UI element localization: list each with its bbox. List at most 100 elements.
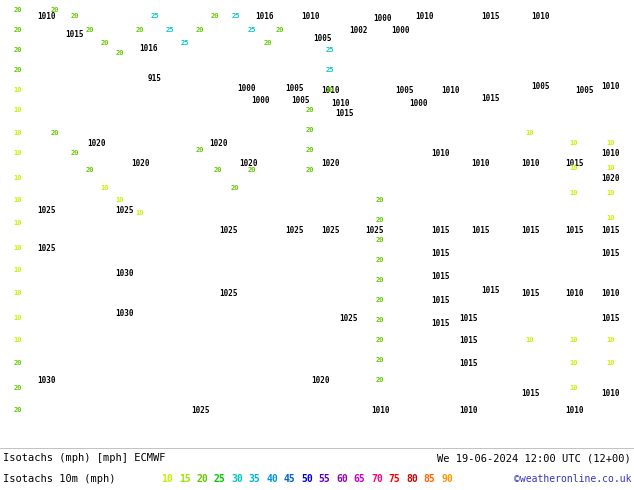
Text: 10: 10: [570, 360, 578, 366]
Text: 25: 25: [326, 67, 334, 73]
Text: 10: 10: [607, 360, 615, 366]
Text: 20: 20: [376, 377, 384, 383]
Text: 20: 20: [14, 360, 22, 366]
Text: 10: 10: [14, 245, 22, 251]
Text: 20: 20: [376, 357, 384, 363]
Text: 1015: 1015: [521, 225, 540, 235]
Text: 20: 20: [306, 107, 314, 113]
Text: 10: 10: [161, 474, 173, 484]
Text: 1020: 1020: [87, 139, 105, 147]
Text: 10: 10: [14, 220, 22, 226]
Text: 1025: 1025: [191, 406, 209, 415]
Text: 1005: 1005: [291, 96, 309, 104]
Text: 20: 20: [376, 257, 384, 263]
Text: 10: 10: [14, 267, 22, 273]
Text: 1005: 1005: [575, 85, 593, 95]
Text: Isotachs (mph) [mph] ECMWF: Isotachs (mph) [mph] ECMWF: [3, 453, 165, 463]
Text: 915: 915: [148, 74, 162, 82]
Text: 1015: 1015: [471, 225, 489, 235]
Text: 10: 10: [526, 337, 534, 343]
Text: 25: 25: [181, 40, 190, 46]
Text: 1016: 1016: [139, 44, 157, 52]
Text: 1030: 1030: [115, 309, 133, 318]
Text: 1010: 1010: [301, 11, 320, 21]
Text: 10: 10: [14, 107, 22, 113]
Text: 20: 20: [376, 197, 384, 203]
Text: 1015: 1015: [565, 225, 583, 235]
Text: 10: 10: [14, 175, 22, 181]
Text: 1010: 1010: [602, 389, 620, 397]
Text: 10: 10: [607, 140, 615, 146]
Text: 1005: 1005: [531, 81, 549, 91]
Text: 25: 25: [232, 13, 240, 19]
Text: 1025: 1025: [321, 225, 339, 235]
Text: 10: 10: [14, 150, 22, 156]
Text: 20: 20: [376, 237, 384, 243]
Text: 1010: 1010: [371, 406, 389, 415]
Text: 45: 45: [283, 474, 295, 484]
Text: 1005: 1005: [285, 83, 303, 93]
Text: 1025: 1025: [37, 205, 55, 215]
Text: 1020: 1020: [321, 158, 339, 168]
Text: 1010: 1010: [602, 289, 620, 297]
Text: 1015: 1015: [430, 271, 450, 280]
Text: 20: 20: [376, 337, 384, 343]
Text: 1025: 1025: [219, 225, 237, 235]
Text: 10: 10: [526, 130, 534, 136]
Text: 80: 80: [406, 474, 418, 484]
Text: 20: 20: [376, 297, 384, 303]
Text: 1015: 1015: [602, 225, 620, 235]
Text: 10: 10: [136, 210, 145, 216]
Text: 20: 20: [264, 40, 272, 46]
Text: 1015: 1015: [66, 29, 84, 39]
Text: 90: 90: [441, 474, 453, 484]
Text: 20: 20: [14, 7, 22, 13]
Text: 20: 20: [86, 167, 94, 173]
Text: 20: 20: [231, 185, 239, 191]
Text: 10: 10: [607, 215, 615, 221]
Text: 10: 10: [570, 337, 578, 343]
Text: 10: 10: [570, 140, 578, 146]
Text: 20: 20: [326, 87, 334, 93]
Text: 75: 75: [389, 474, 401, 484]
Text: 1010: 1010: [430, 148, 450, 157]
Text: 10: 10: [101, 185, 109, 191]
Text: 1010: 1010: [565, 289, 583, 297]
Text: 20: 20: [210, 13, 219, 19]
Text: 10: 10: [570, 165, 578, 171]
Text: 25: 25: [326, 47, 334, 53]
Text: 1015: 1015: [459, 359, 477, 368]
Text: 50: 50: [301, 474, 313, 484]
Text: 1020: 1020: [131, 158, 149, 168]
Text: 20: 20: [376, 277, 384, 283]
Text: 1000: 1000: [373, 14, 391, 23]
Text: 1016: 1016: [256, 11, 275, 21]
Text: 1025: 1025: [115, 205, 133, 215]
Text: 10: 10: [14, 337, 22, 343]
Text: 1010: 1010: [321, 85, 339, 95]
Text: 1010: 1010: [459, 406, 477, 415]
Text: 20: 20: [101, 40, 109, 46]
Text: 15: 15: [179, 474, 190, 484]
Text: 10: 10: [607, 337, 615, 343]
Text: 1015: 1015: [481, 94, 499, 102]
Text: 20: 20: [196, 27, 204, 33]
Text: 1000: 1000: [391, 25, 410, 34]
Text: 35: 35: [249, 474, 261, 484]
Text: 10: 10: [14, 315, 22, 321]
Text: 1015: 1015: [430, 318, 450, 327]
Text: 20: 20: [14, 27, 22, 33]
Text: 1010: 1010: [416, 11, 434, 21]
Text: 20: 20: [214, 167, 223, 173]
Text: 20: 20: [248, 167, 256, 173]
Text: 1010: 1010: [531, 11, 549, 21]
Text: 1030: 1030: [115, 269, 133, 277]
Text: 20: 20: [71, 13, 79, 19]
Text: 1015: 1015: [521, 389, 540, 397]
Text: 1025: 1025: [365, 225, 383, 235]
Text: 20: 20: [86, 27, 94, 33]
Text: 20: 20: [306, 127, 314, 133]
Text: 65: 65: [354, 474, 365, 484]
Text: 1000: 1000: [251, 96, 269, 104]
Text: 1020: 1020: [602, 173, 620, 182]
